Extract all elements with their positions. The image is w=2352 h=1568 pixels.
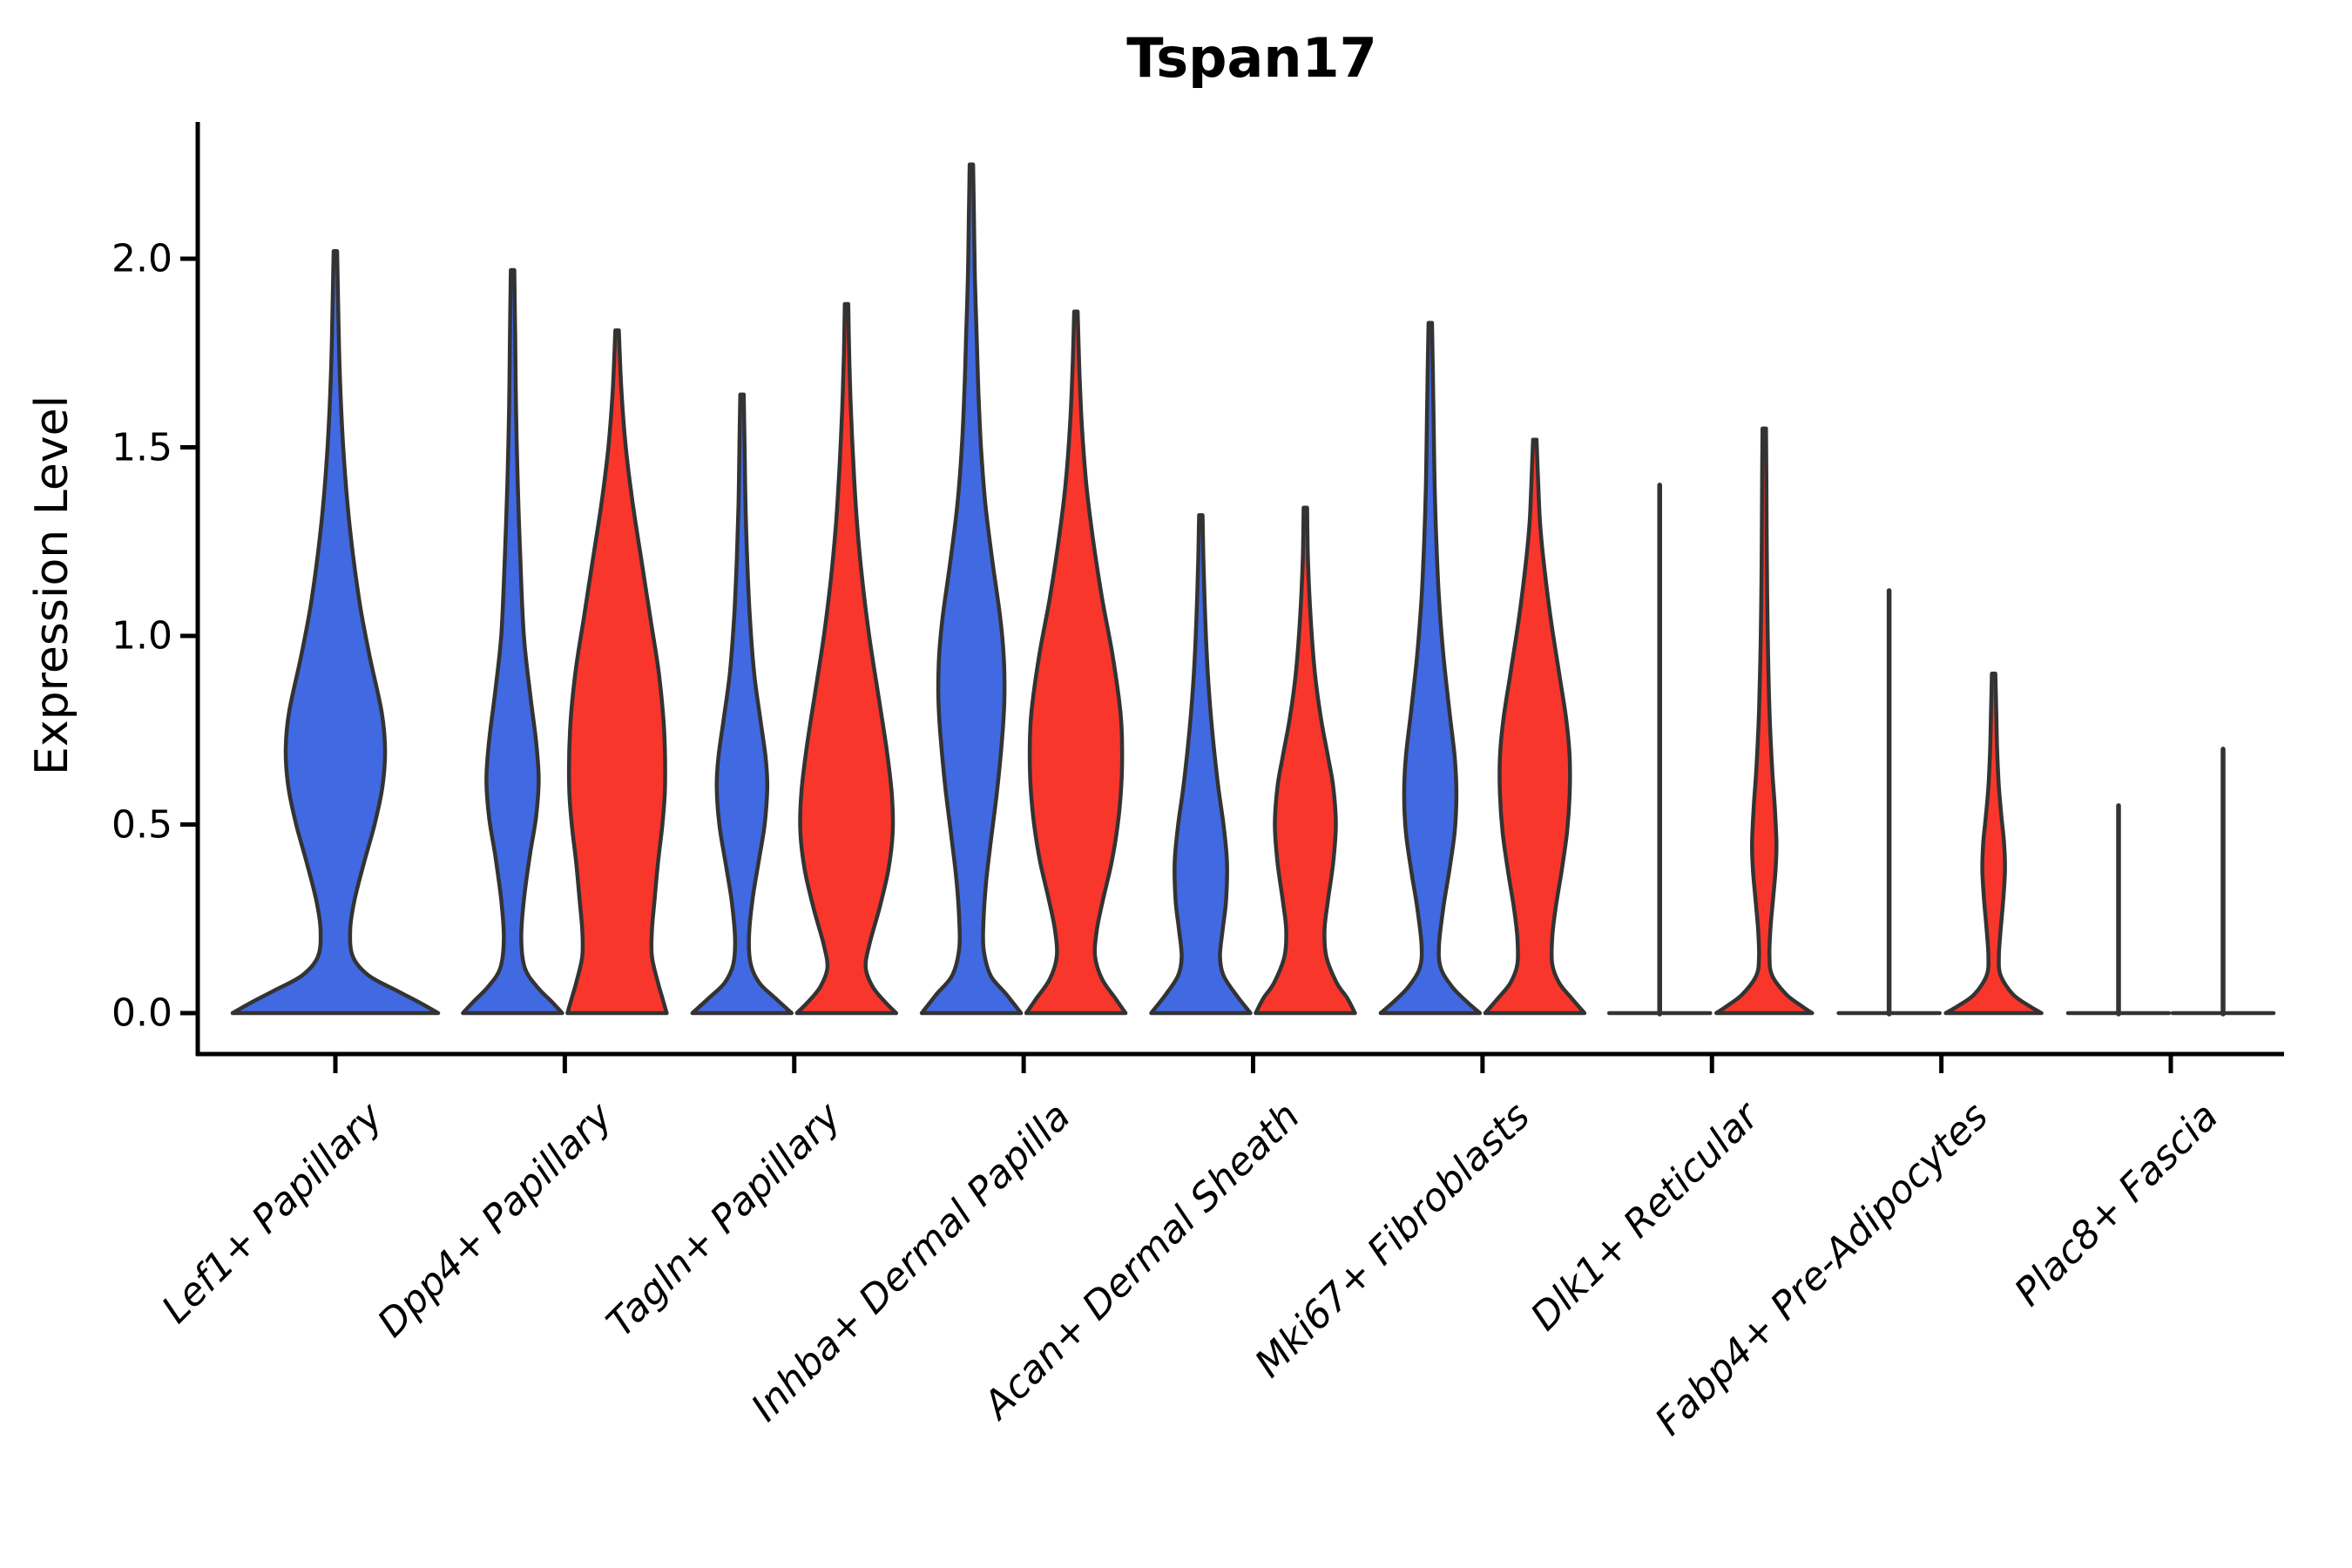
violin-inhba-dermal-papilla-red <box>1024 309 1128 1016</box>
violin-dpp4-papillary-blue <box>461 267 564 1016</box>
y-tick-label: 0.0 <box>112 990 172 1036</box>
violin-acan-dermal-sheath-red <box>1254 505 1357 1016</box>
y-tick-label: 0.5 <box>112 802 172 847</box>
violin-acan-dermal-sheath-blue <box>1149 513 1253 1016</box>
y-tick-label: 1.0 <box>112 613 172 659</box>
violin-tagln-papillary-red <box>794 301 899 1016</box>
violin-fabp4-pre-adipocytes-red <box>1943 672 2044 1016</box>
y-tick-label: 1.5 <box>112 425 172 470</box>
chart-title: Tspan17 <box>1126 26 1377 90</box>
violin-mki67-fibroblasts-blue <box>1378 321 1483 1016</box>
violin-lef1-papillary-blue <box>230 249 441 1016</box>
violin-dpp4-papillary-red <box>565 328 669 1016</box>
violin-tagln-papillary-blue <box>690 392 794 1016</box>
violin-inhba-dermal-papilla-blue <box>919 162 1024 1016</box>
violin-dlk1-reticular-red <box>1714 426 1815 1016</box>
y-tick-label: 2.0 <box>112 236 172 281</box>
violin-mki67-fibroblasts-red <box>1483 437 1587 1016</box>
